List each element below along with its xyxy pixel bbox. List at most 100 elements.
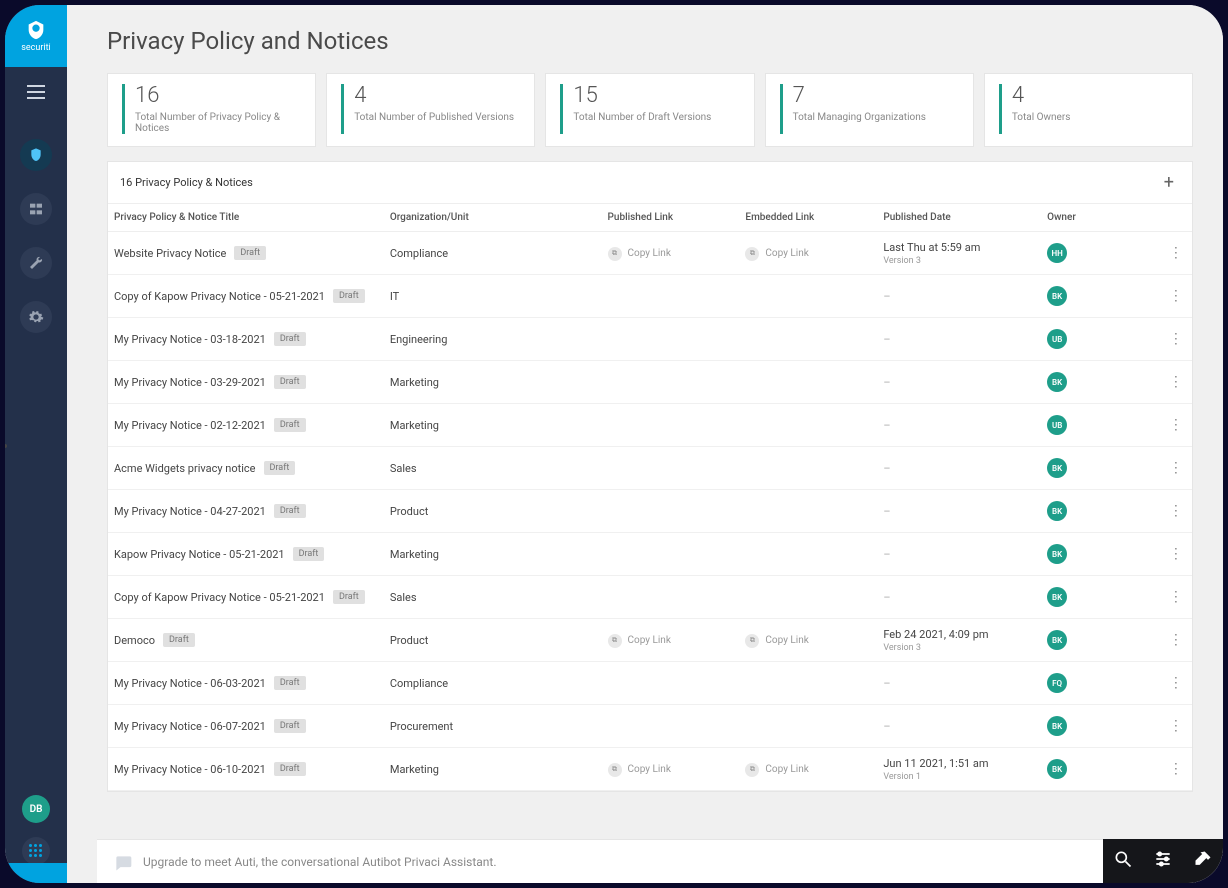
user-avatar[interactable]: DB <box>22 795 50 823</box>
policies-table: Privacy Policy & Notice Title Organizati… <box>108 203 1192 791</box>
empty-value: – <box>883 720 890 733</box>
copy-link-button[interactable]: ⧉Copy Link <box>608 634 671 648</box>
owner-avatar[interactable]: BK <box>1047 759 1067 779</box>
row-actions-menu-icon[interactable]: ⋮ <box>1169 546 1183 562</box>
status-badge: Draft <box>264 461 296 475</box>
stat-card[interactable]: 7 Total Managing Organizations <box>765 73 974 147</box>
table-row[interactable]: My Privacy Notice - 02-12-2021 Draft Mar… <box>108 404 1192 447</box>
chat-prompt-bar[interactable]: Upgrade to meet Auti, the conversational… <box>97 839 1103 883</box>
status-badge: Draft <box>293 547 325 561</box>
table-row[interactable]: My Privacy Notice - 06-03-2021 Draft Com… <box>108 662 1192 705</box>
row-actions-menu-icon[interactable]: ⋮ <box>1169 288 1183 304</box>
owner-avatar[interactable]: BK <box>1047 630 1067 650</box>
build-icon[interactable] <box>1193 849 1213 873</box>
row-actions-menu-icon[interactable]: ⋮ <box>1169 632 1183 648</box>
table-row[interactable]: My Privacy Notice - 06-10-2021 Draft Mar… <box>108 748 1192 791</box>
stat-card[interactable]: 4 Total Owners <box>984 73 1193 147</box>
organization: Marketing <box>390 419 439 432</box>
organization: IT <box>390 290 399 303</box>
search-icon[interactable] <box>1113 849 1133 873</box>
table-row[interactable]: My Privacy Notice - 03-18-2021 Draft Eng… <box>108 318 1192 361</box>
stat-card[interactable]: 4 Total Number of Published Versions <box>326 73 535 147</box>
row-actions-menu-icon[interactable]: ⋮ <box>1169 245 1183 261</box>
row-actions-menu-icon[interactable]: ⋮ <box>1169 761 1183 777</box>
row-actions-menu-icon[interactable]: ⋮ <box>1169 460 1183 476</box>
stat-value: 16 <box>135 84 301 108</box>
copy-link-button[interactable]: ⧉Copy Link <box>608 763 671 777</box>
table-row[interactable]: Kapow Privacy Notice - 05-21-2021 Draft … <box>108 533 1192 576</box>
copy-link-button[interactable]: ⧉Copy Link <box>608 247 671 261</box>
organization: Marketing <box>390 376 439 389</box>
row-actions-menu-icon[interactable]: ⋮ <box>1169 503 1183 519</box>
table-row[interactable]: My Privacy Notice - 04-27-2021 Draft Pro… <box>108 490 1192 533</box>
published-version: Version 1 <box>883 772 1035 782</box>
nav-item-data-map[interactable] <box>20 193 52 225</box>
organization: Product <box>390 505 428 518</box>
row-actions-menu-icon[interactable]: ⋮ <box>1169 718 1183 734</box>
stat-value: 15 <box>573 84 711 108</box>
policy-title: My Privacy Notice - 03-29-2021 <box>114 376 266 389</box>
policy-title: My Privacy Notice - 02-12-2021 <box>114 419 266 432</box>
stat-card[interactable]: 15 Total Number of Draft Versions <box>545 73 754 147</box>
status-badge: Draft <box>274 762 306 776</box>
link-icon: ⧉ <box>608 634 622 648</box>
copy-link-label: Copy Link <box>765 635 808 646</box>
table-row[interactable]: My Privacy Notice - 03-29-2021 Draft Mar… <box>108 361 1192 404</box>
owner-avatar[interactable]: HH <box>1047 243 1067 263</box>
empty-value: – <box>883 419 890 432</box>
empty-value: – <box>883 548 890 561</box>
table-row[interactable]: Copy of Kapow Privacy Notice - 05-21-202… <box>108 576 1192 619</box>
sliders-icon[interactable] <box>1153 849 1173 873</box>
row-actions-menu-icon[interactable]: ⋮ <box>1169 675 1183 691</box>
brand-name: securiti <box>21 43 50 53</box>
nav-item-privacy[interactable] <box>20 139 52 171</box>
owner-avatar[interactable]: FQ <box>1047 673 1067 693</box>
col-header-owner[interactable]: Owner <box>1041 204 1160 232</box>
status-badge: Draft <box>274 418 306 432</box>
owner-avatar[interactable]: BK <box>1047 458 1067 478</box>
row-actions-menu-icon[interactable]: ⋮ <box>1169 331 1183 347</box>
owner-avatar[interactable]: BK <box>1047 544 1067 564</box>
app-switcher-icon[interactable] <box>22 837 50 865</box>
status-badge: Draft <box>274 504 306 518</box>
row-actions-menu-icon[interactable]: ⋮ <box>1169 374 1183 390</box>
copy-link-button[interactable]: ⧉Copy Link <box>745 634 808 648</box>
owner-avatar[interactable]: BK <box>1047 587 1067 607</box>
menu-toggle-icon[interactable] <box>27 85 45 99</box>
row-actions-menu-icon[interactable]: ⋮ <box>1169 417 1183 433</box>
col-header-title[interactable]: Privacy Policy & Notice Title <box>108 204 384 232</box>
stat-label: Total Number of Published Versions <box>354 112 514 123</box>
nav-item-settings-gear[interactable] <box>20 301 52 333</box>
brand-logo-icon <box>25 19 47 41</box>
table-row[interactable]: My Privacy Notice - 06-07-2021 Draft Pro… <box>108 705 1192 748</box>
owner-avatar[interactable]: BK <box>1047 286 1067 306</box>
owner-avatar[interactable]: UB <box>1047 329 1067 349</box>
copy-link-button[interactable]: ⧉Copy Link <box>745 763 808 777</box>
copy-link-label: Copy Link <box>765 764 808 775</box>
row-actions-menu-icon[interactable]: ⋮ <box>1169 589 1183 605</box>
add-policy-button[interactable]: + <box>1158 172 1180 193</box>
stat-card[interactable]: 16 Total Number of Privacy Policy & Noti… <box>107 73 316 147</box>
status-badge: Draft <box>333 590 365 604</box>
owner-avatar[interactable]: BK <box>1047 372 1067 392</box>
table-row[interactable]: Copy of Kapow Privacy Notice - 05-21-202… <box>108 275 1192 318</box>
table-row[interactable]: Website Privacy Notice Draft Compliance … <box>108 232 1192 275</box>
col-header-org[interactable]: Organization/Unit <box>384 204 602 232</box>
owner-avatar[interactable]: BK <box>1047 716 1067 736</box>
brand-logo[interactable]: securiti <box>5 5 67 67</box>
col-header-published-link[interactable]: Published Link <box>602 204 740 232</box>
nav-item-settings-wrench[interactable] <box>20 247 52 279</box>
table-row[interactable]: Acme Widgets privacy notice Draft Sales … <box>108 447 1192 490</box>
owner-avatar[interactable]: UB <box>1047 415 1067 435</box>
organization: Sales <box>390 591 417 604</box>
policy-title: Copy of Kapow Privacy Notice - 05-21-202… <box>114 290 325 303</box>
owner-avatar[interactable]: BK <box>1047 501 1067 521</box>
copy-link-label: Copy Link <box>628 248 671 259</box>
col-header-actions <box>1160 204 1192 232</box>
col-header-published-date[interactable]: Published Date <box>877 204 1041 232</box>
table-row[interactable]: Democo Draft Product ⧉Copy Link ⧉Copy Li… <box>108 619 1192 662</box>
copy-link-button[interactable]: ⧉Copy Link <box>745 247 808 261</box>
col-header-embedded-link[interactable]: Embedded Link <box>739 204 877 232</box>
copy-link-label: Copy Link <box>765 248 808 259</box>
empty-value: – <box>883 591 890 604</box>
